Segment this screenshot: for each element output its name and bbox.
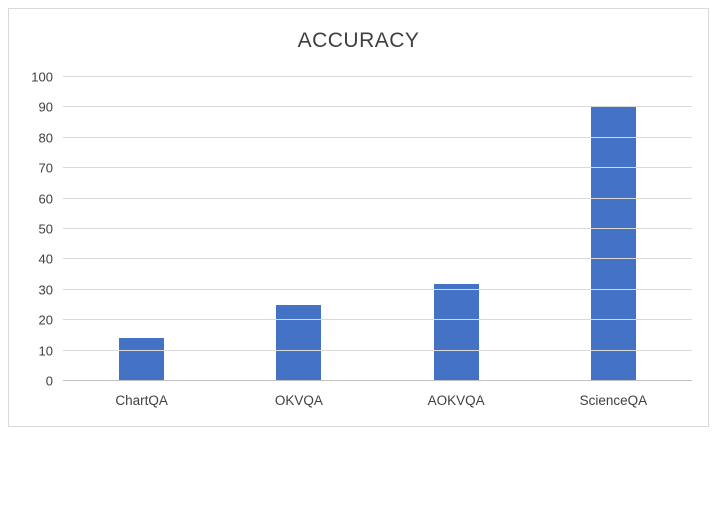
y-tick-label: 100 [31, 69, 53, 85]
x-labels-row: ChartQA OKVQA AOKVQA ScienceQA [63, 393, 692, 408]
y-gridline [63, 288, 692, 290]
y-tick-label: 50 [38, 221, 53, 237]
chart-title: ACCURACY [297, 29, 420, 52]
y-gridline [63, 197, 692, 199]
chart-container: ACCURACY ChartQA OKVQA AOKVQA ScienceQA 0 10… [8, 8, 709, 427]
bar-slot [378, 77, 535, 381]
x-tick-label: OKVQA [274, 393, 323, 408]
bar-slot [220, 77, 377, 381]
y-gridline [63, 228, 692, 229]
y-tick-label: 40 [38, 251, 53, 267]
y-tick-label: 30 [38, 282, 53, 298]
y-gridline [63, 76, 692, 77]
bar-scienceqa [590, 107, 636, 381]
y-gridline [63, 258, 692, 260]
bar-slot [535, 77, 692, 381]
y-gridline [63, 136, 692, 138]
x-tick-label: AOKVQA [427, 393, 485, 408]
y-tick-label: 80 [38, 130, 53, 146]
y-tick-label: 20 [38, 312, 53, 328]
y-tick-label: 10 [38, 343, 53, 359]
bar-aokvqa [433, 283, 479, 381]
plot-area: ChartQA OKVQA AOKVQA ScienceQA 0 10 20 30 40 50 6… [31, 71, 692, 408]
bar-chartqa [119, 338, 165, 381]
bar-slot [63, 77, 220, 381]
x-tick-label: ScienceQA [579, 393, 648, 408]
x-tick-label: ChartQA [115, 393, 168, 408]
y-gridline [63, 319, 692, 321]
bar-okvqa [276, 305, 322, 381]
y-gridline [63, 167, 692, 169]
y-tick-label: 60 [38, 191, 53, 207]
y-tick-label: 0 [45, 373, 53, 389]
y-tick-label: 70 [38, 160, 53, 176]
bars-row [63, 77, 692, 381]
y-tick-label: 90 [38, 99, 53, 115]
y-gridline [63, 106, 692, 108]
y-gridline [63, 349, 692, 351]
x-axis-line [63, 380, 692, 381]
